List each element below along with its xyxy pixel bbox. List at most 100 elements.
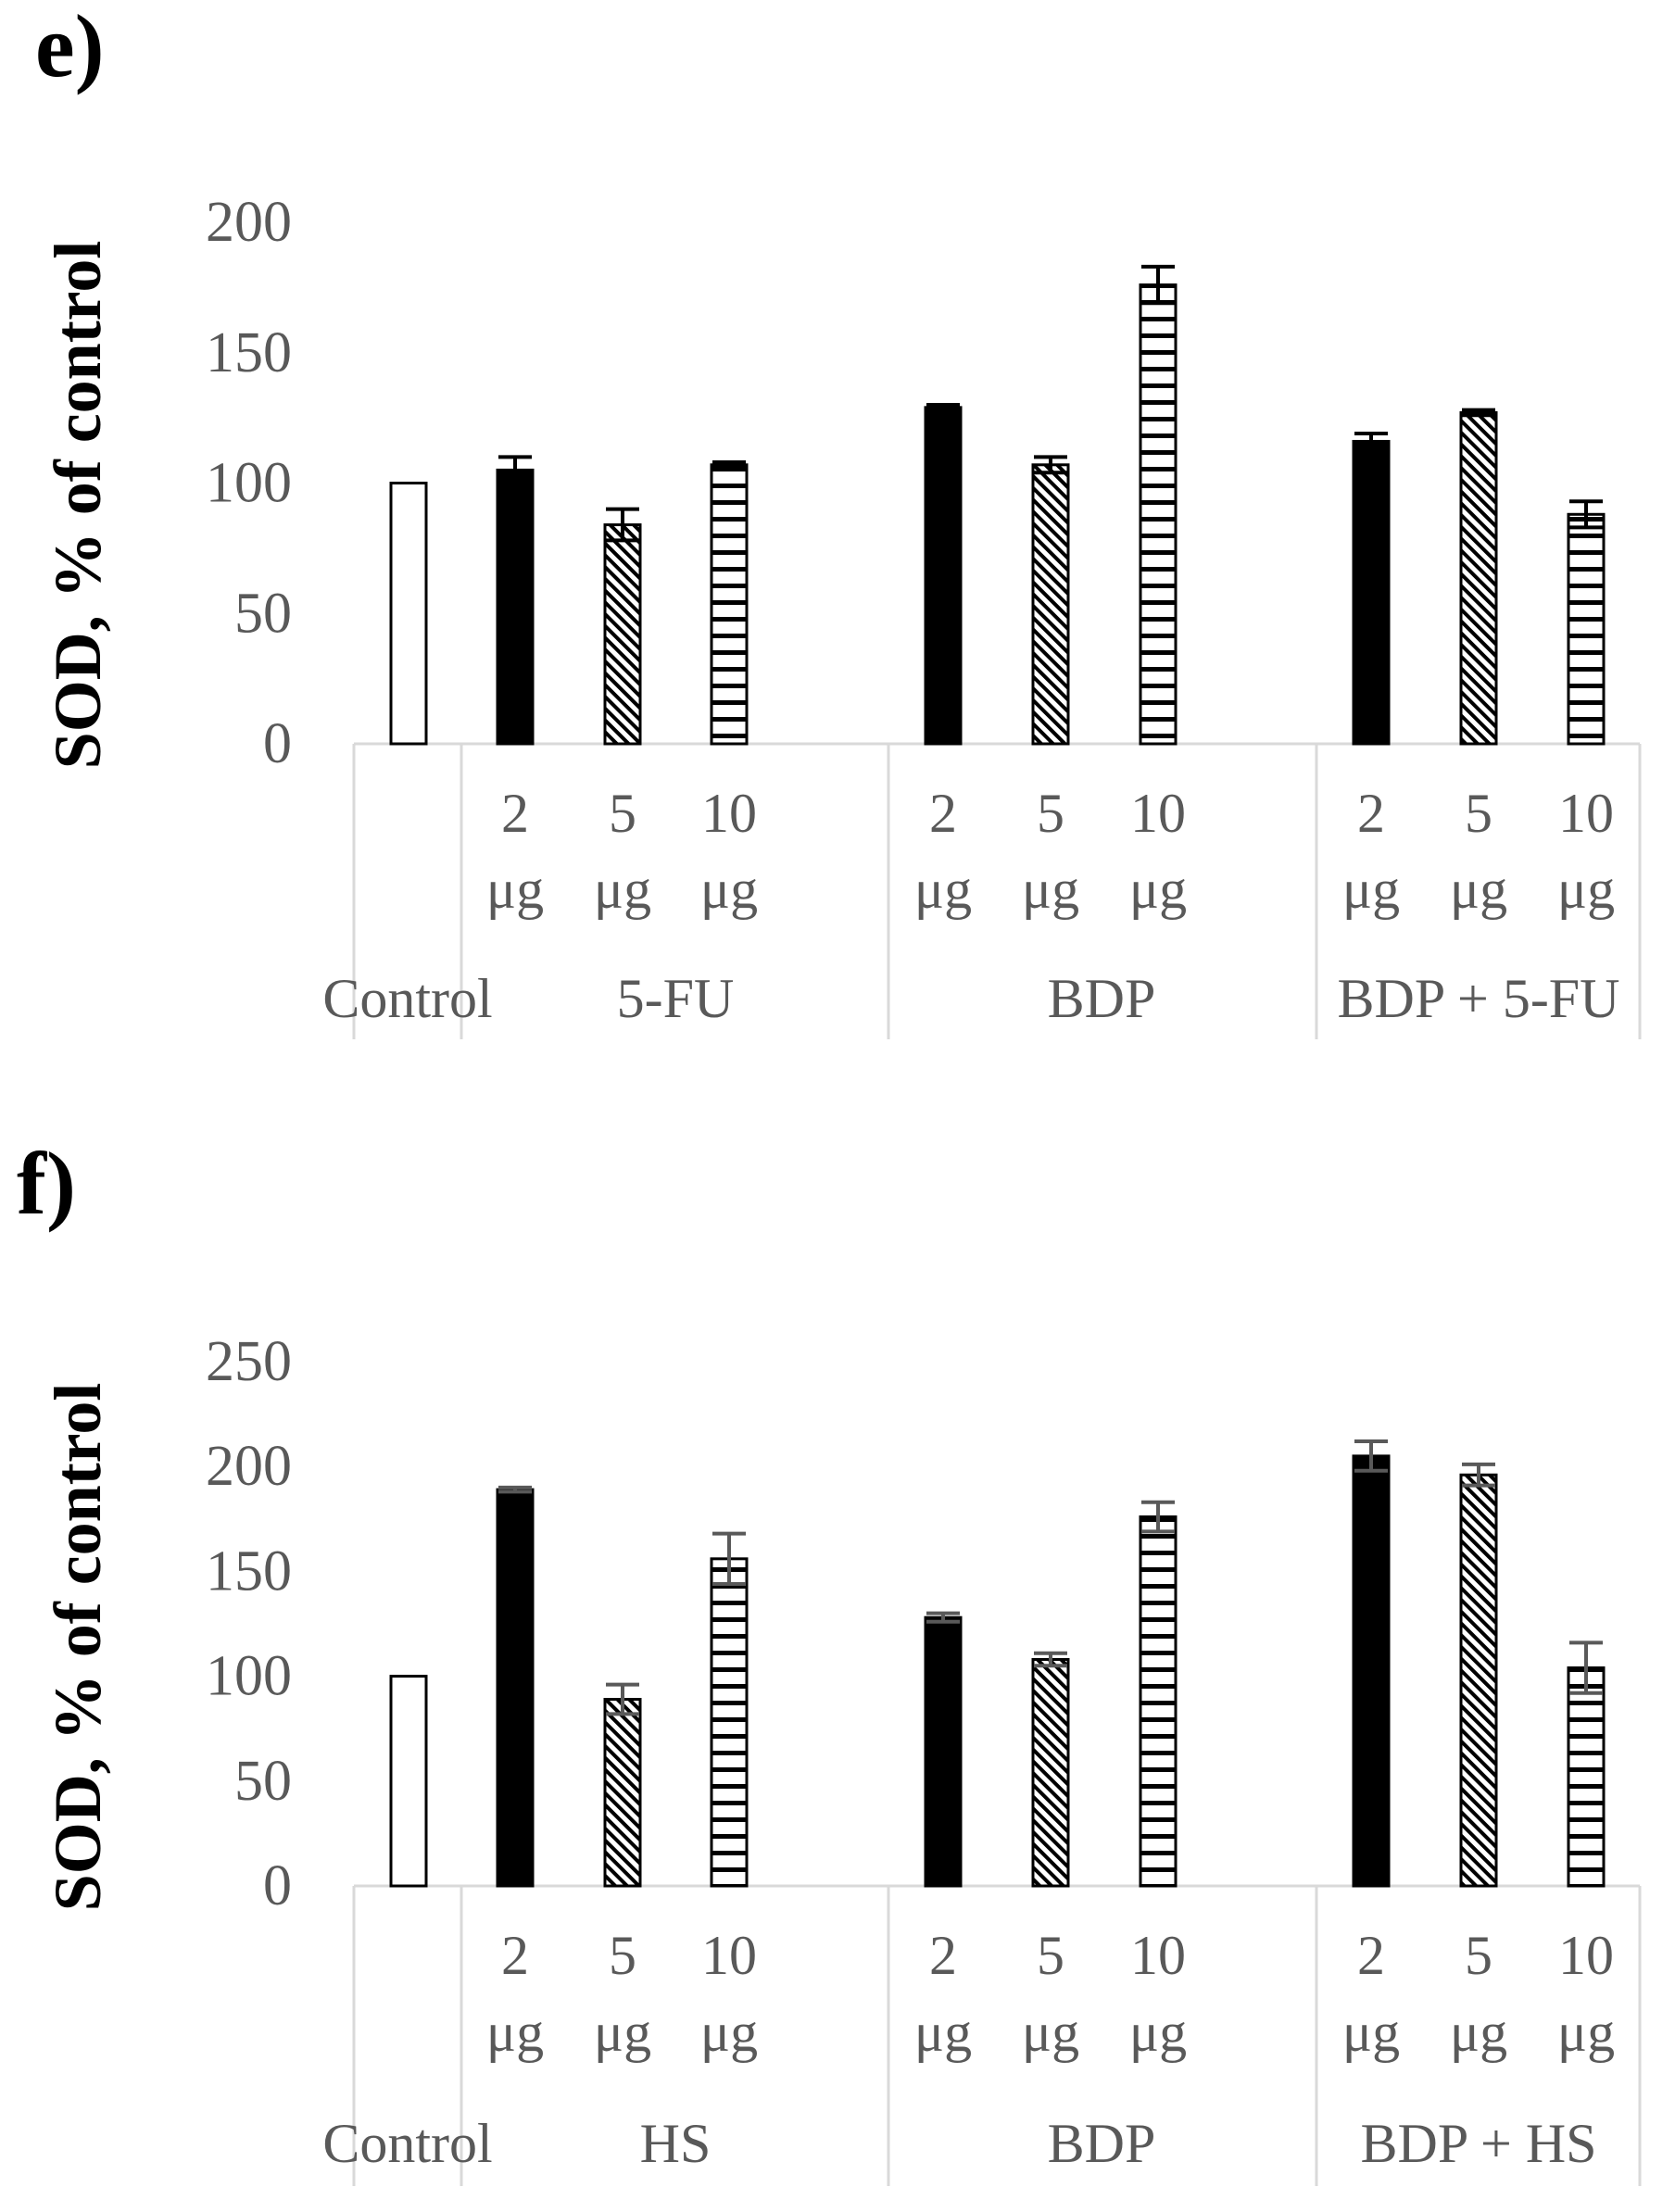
error-bar [1034, 1651, 1067, 1668]
x-tick-label-unit: μg [1342, 859, 1400, 920]
bar-bdp-5-fu-2-g [1352, 439, 1391, 746]
x-tick-label-dose: 5 [1037, 783, 1064, 844]
bar-bdp-hs-5-g [1459, 1473, 1498, 1888]
error-bar [606, 507, 639, 543]
y-tick-label: 50 [234, 1750, 292, 1813]
panel-label: e) [35, 0, 105, 95]
bar-hs-5-g [603, 1698, 642, 1888]
x-tick-label-dose: 10 [1558, 783, 1614, 844]
error-bar [712, 459, 746, 470]
error-bar [1141, 264, 1175, 306]
group-label: BDP [1048, 968, 1156, 1029]
y-tick-label: 100 [206, 452, 292, 515]
bar-bdp-2-g [924, 406, 963, 746]
group-label: 5-FU [617, 968, 735, 1029]
error-bar [498, 1485, 532, 1494]
group-label: HS [640, 2113, 712, 2174]
x-tick-label-unit: μg [1022, 859, 1079, 920]
bar-hs-10-g [710, 1557, 749, 1888]
error-bar [926, 1611, 960, 1624]
error-bar [1569, 1640, 1603, 1695]
x-tick-label-unit: μg [700, 859, 758, 920]
error-bar [1569, 499, 1603, 530]
x-tick-label-dose: 2 [501, 783, 529, 844]
y-tick-label: 250 [206, 1330, 292, 1393]
error-bar [1354, 432, 1388, 451]
group-label: BDP [1048, 2113, 1156, 2174]
bar-5-fu-5-g [603, 523, 642, 746]
panel-f: f) SOD, % of control 0 50 100 150 200 250 Contro… [17, 1134, 1642, 2186]
x-tick-label-unit: μg [700, 2002, 758, 2063]
y-tick-label: 50 [234, 582, 292, 645]
bar-bdp-2-g [924, 1615, 963, 1888]
y-axis-label: SOD, % of control [41, 241, 115, 770]
x-tick-label-dose: 2 [929, 783, 957, 844]
x-tick-label-dose: 2 [1357, 1925, 1385, 1986]
y-axis-label: SOD, % of control [41, 1383, 115, 1912]
bar-control-control [389, 482, 428, 746]
error-bar [498, 455, 532, 485]
x-tick-label-unit: μg [1557, 2002, 1615, 2063]
error-bar [712, 1531, 746, 1586]
group-label: Control [322, 968, 492, 1029]
x-tick-label-unit: μg [1022, 2002, 1079, 2063]
x-tick-label-dose: 10 [1558, 1925, 1614, 1986]
bar-bdp-10-g [1139, 1515, 1178, 1888]
x-tick-label-dose: 2 [929, 1925, 957, 1986]
bar-bdp-hs-2-g [1352, 1454, 1391, 1888]
error-bar [1354, 1439, 1388, 1473]
x-tick-label-unit: μg [1450, 859, 1507, 920]
x-tick-label-unit: μg [1450, 2002, 1507, 2063]
x-tick-label-unit: μg [594, 859, 651, 920]
bar-bdp-5-fu-10-g [1567, 512, 1606, 746]
panel-label: f) [17, 1134, 76, 1233]
y-tick-label: 0 [263, 712, 292, 775]
y-tick-label: 150 [206, 321, 292, 384]
x-tick-label-dose: 5 [609, 783, 636, 844]
error-bar [1462, 408, 1495, 418]
x-tick-label-unit: μg [594, 2002, 651, 2063]
x-tick-label-dose: 5 [1465, 1925, 1492, 1986]
group-label: BDP + 5-FU [1337, 968, 1619, 1029]
panel-e: e) SOD, % of control 0 50 100 150 200 Control 2 μ… [35, 0, 1642, 1039]
x-tick-label-unit: μg [486, 2002, 544, 2063]
x-tick-label-dose: 10 [701, 783, 757, 844]
bar-control-control [389, 1675, 428, 1888]
bar-bdp-hs-10-g [1567, 1666, 1606, 1888]
error-bar [1034, 455, 1067, 475]
x-tick-label-unit: μg [1129, 2002, 1187, 2063]
y-tick-label: 200 [206, 1435, 292, 1498]
bar-bdp-5-g [1031, 1657, 1070, 1888]
group-label: BDP + HS [1360, 2113, 1596, 2174]
error-bar [1141, 1500, 1175, 1534]
x-tick-label-dose: 2 [1357, 783, 1385, 844]
y-tick-label: 0 [263, 1854, 292, 1917]
error-bar [606, 1682, 639, 1716]
bar-bdp-5-fu-5-g [1459, 410, 1498, 746]
x-tick-label-dose: 10 [1130, 1925, 1186, 1986]
x-tick-label-unit: μg [914, 2002, 972, 2063]
x-tick-label-dose: 5 [609, 1925, 636, 1986]
y-tick-label: 100 [206, 1645, 292, 1708]
bar-5-fu-2-g [496, 468, 535, 746]
group-label: Control [322, 2113, 492, 2174]
bar-5-fu-10-g [710, 463, 749, 746]
x-tick-label-unit: μg [914, 859, 972, 920]
x-tick-label-unit: μg [1557, 859, 1615, 920]
bar-bdp-10-g [1139, 283, 1178, 746]
x-tick-label-dose: 10 [701, 1925, 757, 1986]
x-tick-label-dose: 5 [1037, 1925, 1064, 1986]
y-tick-label: 200 [206, 191, 292, 254]
x-tick-label-unit: μg [1129, 859, 1187, 920]
x-tick-label-dose: 5 [1465, 783, 1492, 844]
bar-bdp-5-g [1031, 463, 1070, 746]
x-tick-label-dose: 2 [501, 1925, 529, 1986]
bar-hs-2-g [496, 1488, 535, 1888]
x-tick-label-dose: 10 [1130, 783, 1186, 844]
error-bar [926, 403, 960, 412]
error-bar [1462, 1462, 1495, 1488]
x-tick-label-unit: μg [1342, 2002, 1400, 2063]
y-tick-label: 150 [206, 1540, 292, 1602]
x-tick-label-unit: μg [486, 859, 544, 920]
